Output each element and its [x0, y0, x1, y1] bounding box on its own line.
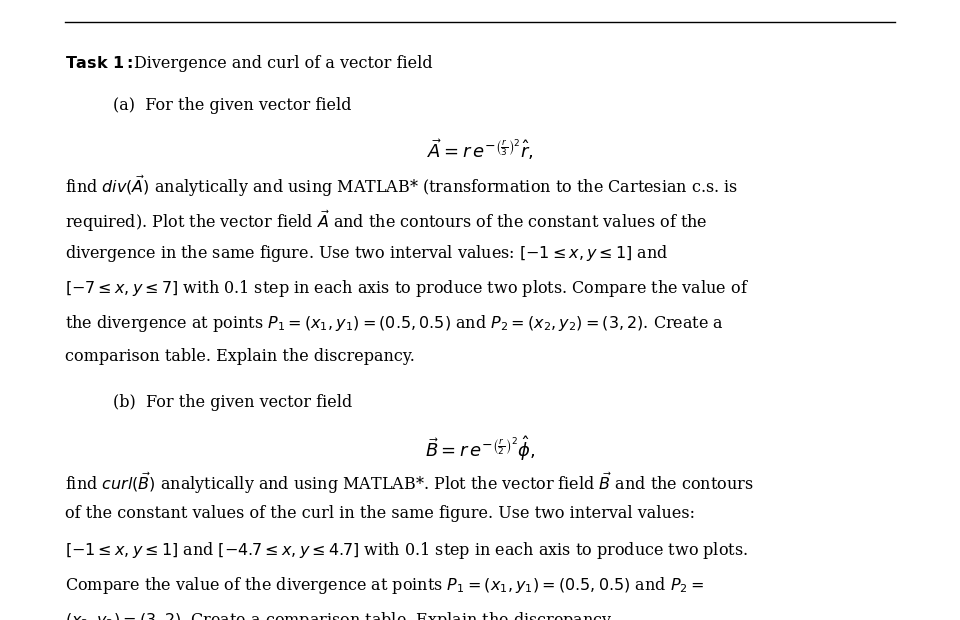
Text: divergence in the same figure. Use two interval values: $[-1 \leq x, y \leq 1]$ : divergence in the same figure. Use two i…	[65, 244, 669, 264]
Text: find $\mathit{curl}(\vec{B})$ analytically and using MATLAB*. Plot the vector fi: find $\mathit{curl}(\vec{B})$ analytical…	[65, 471, 754, 496]
Text: Compare the value of the divergence at points $P_1 = (x_1, y_1) = (0.5, 0.5)$ an: Compare the value of the divergence at p…	[65, 575, 705, 596]
Text: required). Plot the vector field $\vec{A}$ and the contours of the constant valu: required). Plot the vector field $\vec{A…	[65, 208, 708, 234]
Text: of the constant values of the curl in the same figure. Use two interval values:: of the constant values of the curl in th…	[65, 505, 695, 523]
Text: (b)  For the given vector field: (b) For the given vector field	[113, 394, 352, 411]
Text: find $\mathit{div}(\vec{A})$ analytically and using MATLAB* (transformation to t: find $\mathit{div}(\vec{A})$ analyticall…	[65, 174, 738, 199]
Text: the divergence at points $P_1 = (x_1, y_1) = (0.5, 0.5)$ and $P_2 = (x_2, y_2) =: the divergence at points $P_1 = (x_1, y_…	[65, 313, 724, 334]
Text: comparison table. Explain the discrepancy.: comparison table. Explain the discrepanc…	[65, 348, 415, 365]
Text: $[-7 \leq x, y \leq 7]$ with 0.1 step in each axis to produce two plots. Compare: $[-7 \leq x, y \leq 7]$ with 0.1 step in…	[65, 278, 750, 299]
Text: $\mathbf{Task\ 1:}$: $\mathbf{Task\ 1:}$	[65, 55, 133, 71]
Text: $[-1 \leq x, y \leq 1]$ and $[-4.7 \leq x, y \leq 4.7]$ with 0.1 step in each ax: $[-1 \leq x, y \leq 1]$ and $[-4.7 \leq …	[65, 540, 748, 561]
Text: $\vec{B} = r\,e^{-\left(\frac{r}{2}\right)^{2}}\hat{\phi},$: $\vec{B} = r\,e^{-\left(\frac{r}{2}\righ…	[424, 434, 536, 463]
Text: $(x_2, y_2) = (3, 2)$. Create a comparison table. Explain the discrepancy.: $(x_2, y_2) = (3, 2)$. Create a comparis…	[65, 610, 616, 620]
Text: $\vec{A} = r\,e^{-\left(\frac{r}{3}\right)^{2}}\hat{r},$: $\vec{A} = r\,e^{-\left(\frac{r}{3}\righ…	[426, 137, 534, 162]
Text: (a)  For the given vector field: (a) For the given vector field	[113, 97, 351, 114]
Text: Divergence and curl of a vector field: Divergence and curl of a vector field	[134, 55, 433, 71]
